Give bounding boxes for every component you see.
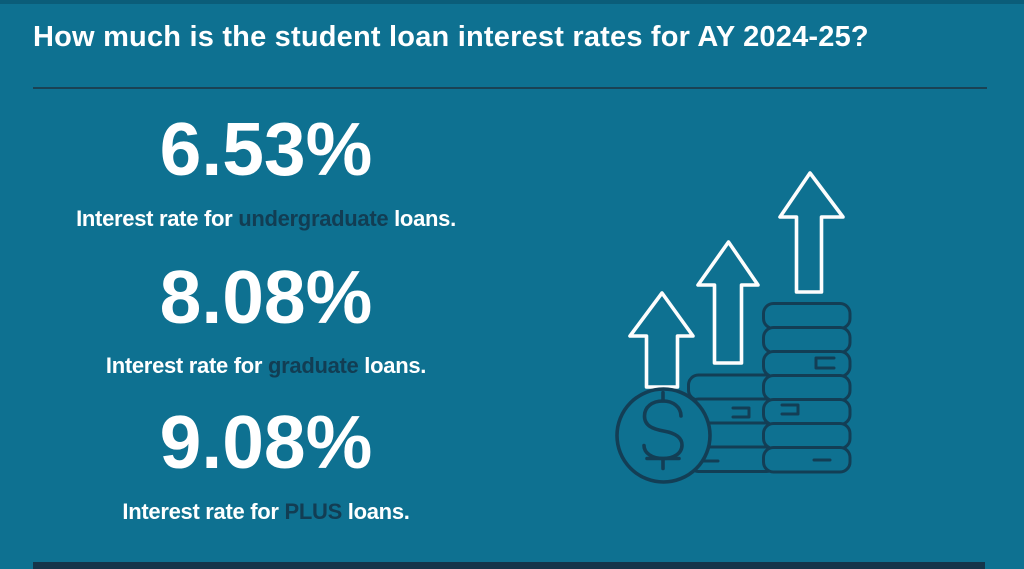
stat-label-prefix: Interest rate for <box>105 353 268 378</box>
stat-label-undergraduate: Interest rate for undergraduate loans. <box>32 206 500 232</box>
bottom-section-edge <box>33 562 985 569</box>
stat-label-prefix: Interest rate for <box>122 499 285 524</box>
stat-label-highlight: undergraduate <box>238 206 389 231</box>
stat-label-highlight: graduate <box>267 353 359 378</box>
stat-label-suffix: loans. <box>341 499 410 524</box>
stat-value-plus: 9.08% <box>159 400 373 484</box>
page-title: How much is the student loan interest ra… <box>33 21 869 53</box>
stat-value-undergraduate: 6.53% <box>159 107 373 191</box>
money-growth-illustration <box>615 171 852 484</box>
stat-label-suffix: loans. <box>358 353 427 378</box>
stat-label-plus: Interest rate for PLUS loans. <box>32 499 500 525</box>
arrow-up-large-icon <box>778 171 845 294</box>
dollar-coin-icon <box>615 387 712 484</box>
stat-label-suffix: loans. <box>388 206 456 231</box>
stat-label-highlight: PLUS <box>284 499 343 524</box>
stat-value-graduate: 8.08% <box>159 255 373 339</box>
arrow-up-medium-icon <box>696 240 760 365</box>
coin-stack-right <box>762 302 852 474</box>
top-edge-shade <box>0 0 1024 4</box>
stat-label-prefix: Interest rate for <box>76 206 239 231</box>
arrow-up-small-icon <box>628 291 695 389</box>
stat-label-graduate: Interest rate for graduate loans. <box>32 353 500 379</box>
title-divider <box>33 87 987 89</box>
